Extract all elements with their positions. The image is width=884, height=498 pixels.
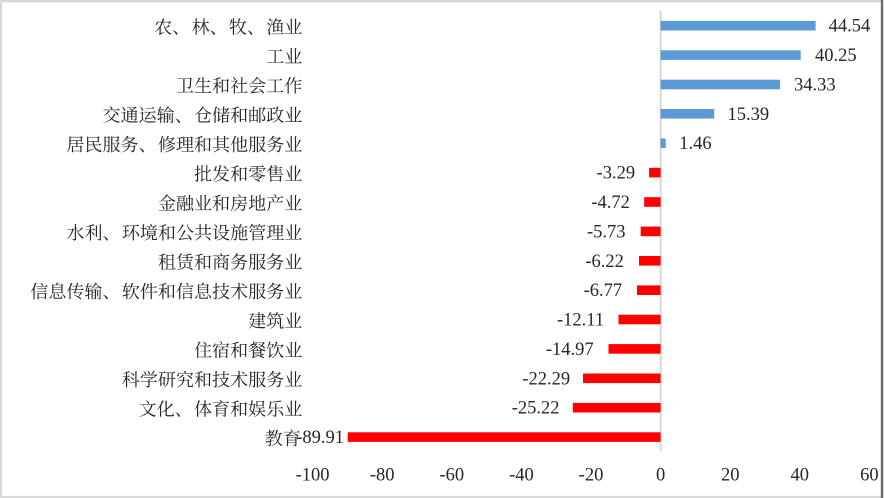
svg-text:-4.72: -4.72: [591, 193, 630, 213]
svg-text:-22.29: -22.29: [522, 369, 570, 389]
svg-text:15.39: 15.39: [728, 105, 770, 125]
svg-text:0: 0: [656, 466, 665, 486]
svg-text:-89.91: -89.91: [296, 428, 344, 448]
svg-text:-25.22: -25.22: [512, 399, 560, 419]
svg-text:40.25: 40.25: [815, 46, 857, 66]
svg-text:44.54: 44.54: [829, 17, 871, 37]
svg-text:-80: -80: [370, 466, 395, 486]
svg-text:-100: -100: [296, 466, 330, 486]
svg-text:60: 60: [860, 466, 879, 486]
svg-text:-3.29: -3.29: [597, 164, 636, 184]
svg-text:-14.97: -14.97: [546, 340, 594, 360]
svg-text:-40: -40: [509, 466, 534, 486]
svg-text:-20: -20: [579, 466, 604, 486]
svg-text:-60: -60: [439, 466, 464, 486]
svg-text:-6.22: -6.22: [585, 252, 624, 272]
svg-text:34.33: 34.33: [794, 76, 836, 96]
svg-text:-12.11: -12.11: [557, 311, 604, 331]
svg-text:40: 40: [791, 466, 810, 486]
svg-text:-5.73: -5.73: [587, 222, 626, 242]
svg-text:20: 20: [721, 466, 740, 486]
svg-text:1.46: 1.46: [679, 134, 711, 154]
svg-text:-6.77: -6.77: [584, 281, 623, 301]
